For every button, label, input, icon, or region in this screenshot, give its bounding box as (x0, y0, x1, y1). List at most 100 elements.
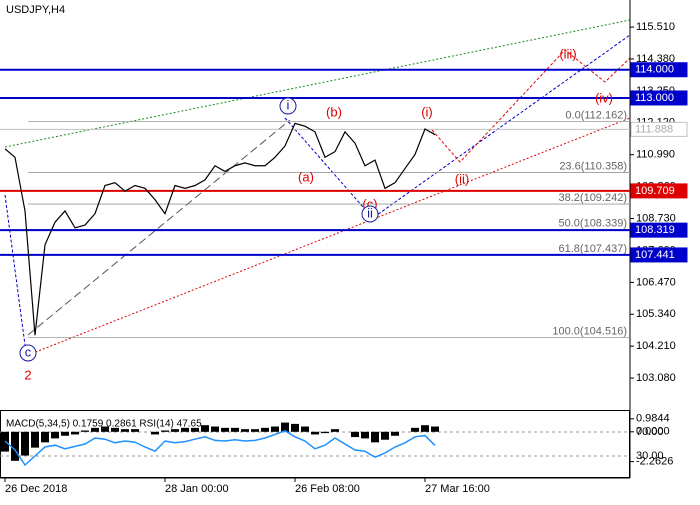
macd-bar (201, 425, 209, 432)
wave-circle (279, 97, 297, 115)
y-tick-label: 108.730 (636, 212, 676, 224)
macd-bar (271, 426, 279, 432)
x-tick-label: 28 Jan 00:00 (165, 483, 229, 495)
wave-circle (19, 344, 37, 362)
price-line (4, 122, 436, 336)
level-label: 114.000 (635, 64, 674, 76)
y-tick-label: 114.380 (636, 53, 675, 65)
macd-bar (351, 431, 359, 438)
macd-bar (51, 431, 59, 439)
x-tick-label: 27 Mar 16:00 (425, 483, 490, 495)
wave-label: (b) (326, 104, 342, 119)
fib-label: 23.6(110.358) (559, 160, 627, 172)
macd-bar (361, 431, 369, 439)
level-label: 109.709 (635, 185, 675, 197)
level-box (630, 90, 688, 106)
wave-label: ii (367, 205, 373, 220)
drawings (0, 0, 631, 479)
x-tick-label: 26 Dec 2018 (5, 483, 67, 495)
fib-label: 61.8(107.437) (559, 243, 628, 255)
chart-title: USDJPY,H4 (6, 4, 65, 16)
wave-line (284, 117, 371, 216)
macd-bar (161, 430, 169, 432)
y-tick-label: 104.210 (636, 340, 676, 352)
macd-bar (391, 431, 399, 436)
macd-tick-label: -2.2626 (636, 456, 673, 468)
macd-bar (431, 426, 439, 432)
macd-bar (211, 426, 219, 432)
macd-bar (261, 427, 269, 432)
macd-bar (371, 431, 379, 443)
fib-label: 100.0(104.516) (552, 325, 627, 337)
level-box (630, 121, 688, 137)
macd-bar (281, 422, 289, 432)
level-box (630, 222, 688, 238)
fib-label: 38.2(109.242) (559, 192, 628, 204)
level-label: 113.000 (635, 92, 674, 104)
macd-bar (121, 429, 129, 432)
wave-label: (iv) (595, 90, 613, 105)
wave-label: c (25, 344, 32, 359)
x-tick-label: 26 Feb 08:00 (295, 483, 360, 495)
macd-bar (251, 429, 259, 432)
y-tick-label: 106.470 (636, 276, 676, 288)
macd-bar (171, 429, 179, 432)
fib-label: 50.0(108.339) (559, 217, 628, 229)
level-label: 111.888 (635, 123, 673, 135)
macd-bar (111, 427, 119, 432)
macd-bar (311, 431, 319, 435)
macd-bar (71, 431, 79, 435)
trend-line (27, 119, 291, 336)
macd-bar (241, 429, 249, 432)
trend-line (369, 34, 631, 221)
macd-tick-label: 0.9844 (636, 413, 670, 425)
projection (431, 49, 631, 163)
wave-label: (a) (298, 169, 314, 184)
level-box (630, 247, 688, 263)
fib-label: 0.0(112.162) (565, 110, 627, 122)
macd-bar (91, 427, 99, 432)
level-label: 108.319 (635, 224, 675, 236)
macd-bar (331, 429, 339, 432)
level-box (630, 62, 688, 78)
wave-line (4, 194, 26, 346)
wave-label: 2 (24, 367, 31, 382)
macd-bar (21, 431, 29, 456)
y-tick-label: 115.510 (636, 21, 675, 33)
y-tick-label: 105.340 (636, 308, 676, 320)
macd-bar (221, 427, 229, 432)
macd-bar (151, 431, 159, 435)
level-box (630, 183, 688, 199)
macd-bar (181, 427, 189, 432)
macd-bar (291, 423, 299, 432)
y-tick-label: 103.080 (636, 372, 676, 384)
wave-circle (361, 205, 379, 223)
rsi-line (4, 429, 436, 467)
macd-bar (231, 427, 239, 432)
y-tick-label: 110.990 (636, 149, 675, 161)
macd-bar (301, 426, 309, 432)
macd-bar (321, 431, 329, 434)
rsi-tick-label: 70.00 (636, 426, 664, 438)
macd-bar (101, 426, 109, 432)
rsi-tick-label: 30.00 (636, 450, 664, 462)
wave-label: (i) (421, 104, 433, 119)
macd-bar (81, 430, 89, 432)
macd-bar (11, 431, 19, 461)
macd-bar (191, 427, 199, 432)
macd-bar (421, 425, 429, 432)
macd-bar (41, 431, 49, 443)
level-label: 107.441 (635, 249, 675, 261)
macd-bar (411, 427, 419, 432)
macd-bar (131, 429, 139, 432)
wave-label: (iii) (559, 46, 576, 61)
macd-bar (61, 431, 69, 436)
indicator-label: MACD(5,34,5) 0.1759 0.2861 RSI(14) 47.65 (6, 419, 202, 430)
macd-bar (381, 431, 389, 440)
wave-label: i (287, 97, 290, 112)
macd-bar (31, 431, 39, 448)
macd-tick-label: 0.0000 (636, 426, 670, 438)
wave-label: (ii) (455, 171, 469, 186)
